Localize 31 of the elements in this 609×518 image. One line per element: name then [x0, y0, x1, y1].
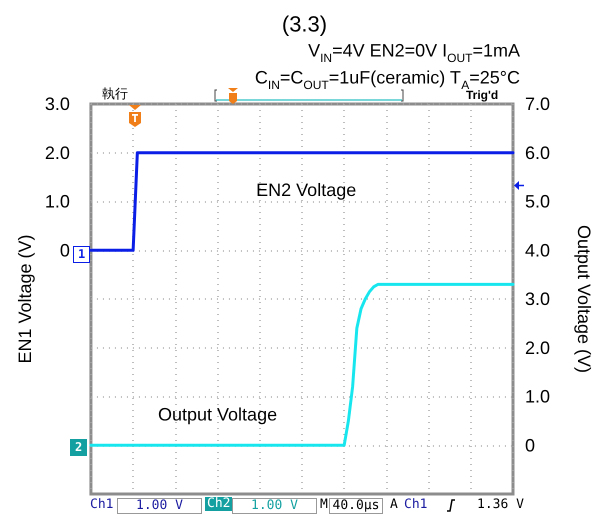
chart-title: (3.3) [282, 12, 328, 36]
text: 執行 [102, 86, 128, 101]
text: 1.36 V [477, 497, 524, 512]
y-tick-label: 0 [60, 240, 70, 260]
text: 1 [73, 246, 90, 263]
y2-tick-label: 7.0 [525, 94, 550, 114]
y2-axis-title: Output Voltage (V) [574, 224, 594, 374]
series-label: EN2 Voltage [256, 180, 356, 200]
y-axis-title: EN1 Voltage (V) [15, 234, 35, 364]
text: 2 [70, 439, 88, 456]
annotation: Ch2 [205, 496, 232, 511]
series-label: Output Voltage [158, 404, 278, 424]
y-tick-label: 2.0 [44, 142, 70, 163]
y2-tick-label: 4.0 [525, 240, 550, 260]
y2-tick-label: 1.0 [525, 386, 550, 406]
text: Ch1 [90, 497, 114, 512]
y2-tick-label: 3.0 [525, 289, 550, 309]
text: Trig'd [466, 88, 498, 102]
y-tick-label: 3.0 [44, 94, 70, 114]
y2-tick-label: 2.0 [525, 338, 550, 358]
y2-tick-label: 5.0 [525, 192, 550, 212]
y2-tick-label: 6.0 [525, 142, 550, 163]
text: M [320, 497, 328, 512]
text: 1.00 V [117, 498, 202, 514]
text: 1.00 V [232, 498, 317, 514]
text: 40.0µs [329, 498, 383, 514]
text: Ch1 [404, 497, 428, 512]
y-tick-label: 1.0 [44, 192, 70, 212]
y2-tick-label: 0 [525, 435, 536, 456]
line-series [89, 282, 514, 447]
text: A [390, 497, 398, 512]
